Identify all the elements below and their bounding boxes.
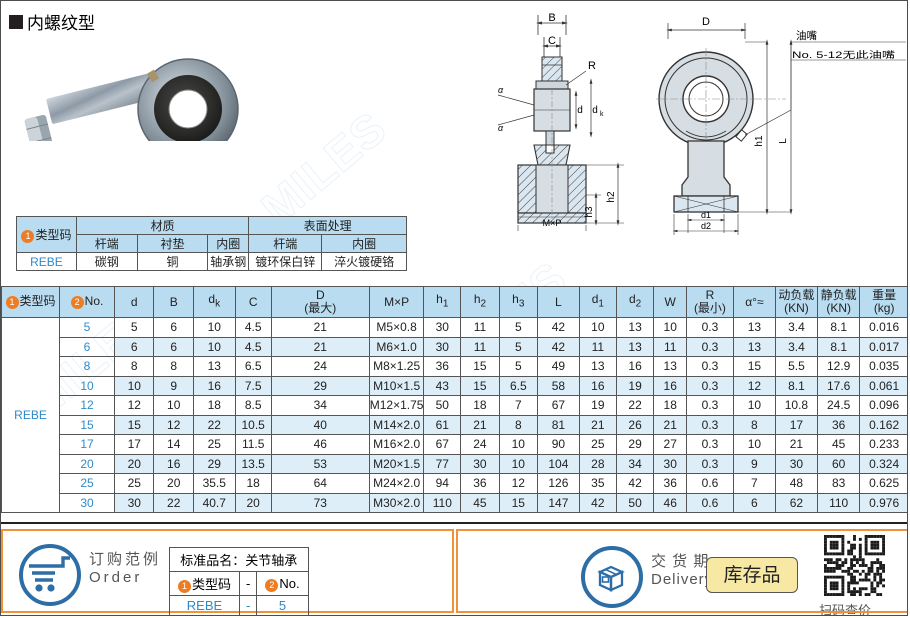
- svg-text:h2: h2: [606, 191, 617, 203]
- svg-text:d2: d2: [701, 221, 711, 231]
- svg-text:α: α: [498, 123, 504, 133]
- svg-text:油嘴: 油嘴: [796, 29, 817, 42]
- svg-text:α: α: [498, 85, 504, 95]
- svg-text:No. 5-12无此油嘴: No. 5-12无此油嘴: [792, 49, 895, 60]
- svg-text:D: D: [702, 16, 710, 28]
- svg-text:h1: h1: [754, 135, 765, 147]
- svg-text:k: k: [600, 111, 604, 118]
- svg-text:C: C: [548, 35, 556, 47]
- svg-text:d1: d1: [701, 210, 711, 220]
- svg-text:d: d: [577, 105, 583, 116]
- svg-text:d: d: [592, 105, 598, 116]
- svg-text:B: B: [548, 13, 555, 24]
- svg-text:L: L: [778, 138, 789, 144]
- svg-text:R: R: [588, 60, 596, 72]
- svg-text:h3: h3: [584, 206, 595, 218]
- svg-text:M×P: M×P: [543, 218, 562, 228]
